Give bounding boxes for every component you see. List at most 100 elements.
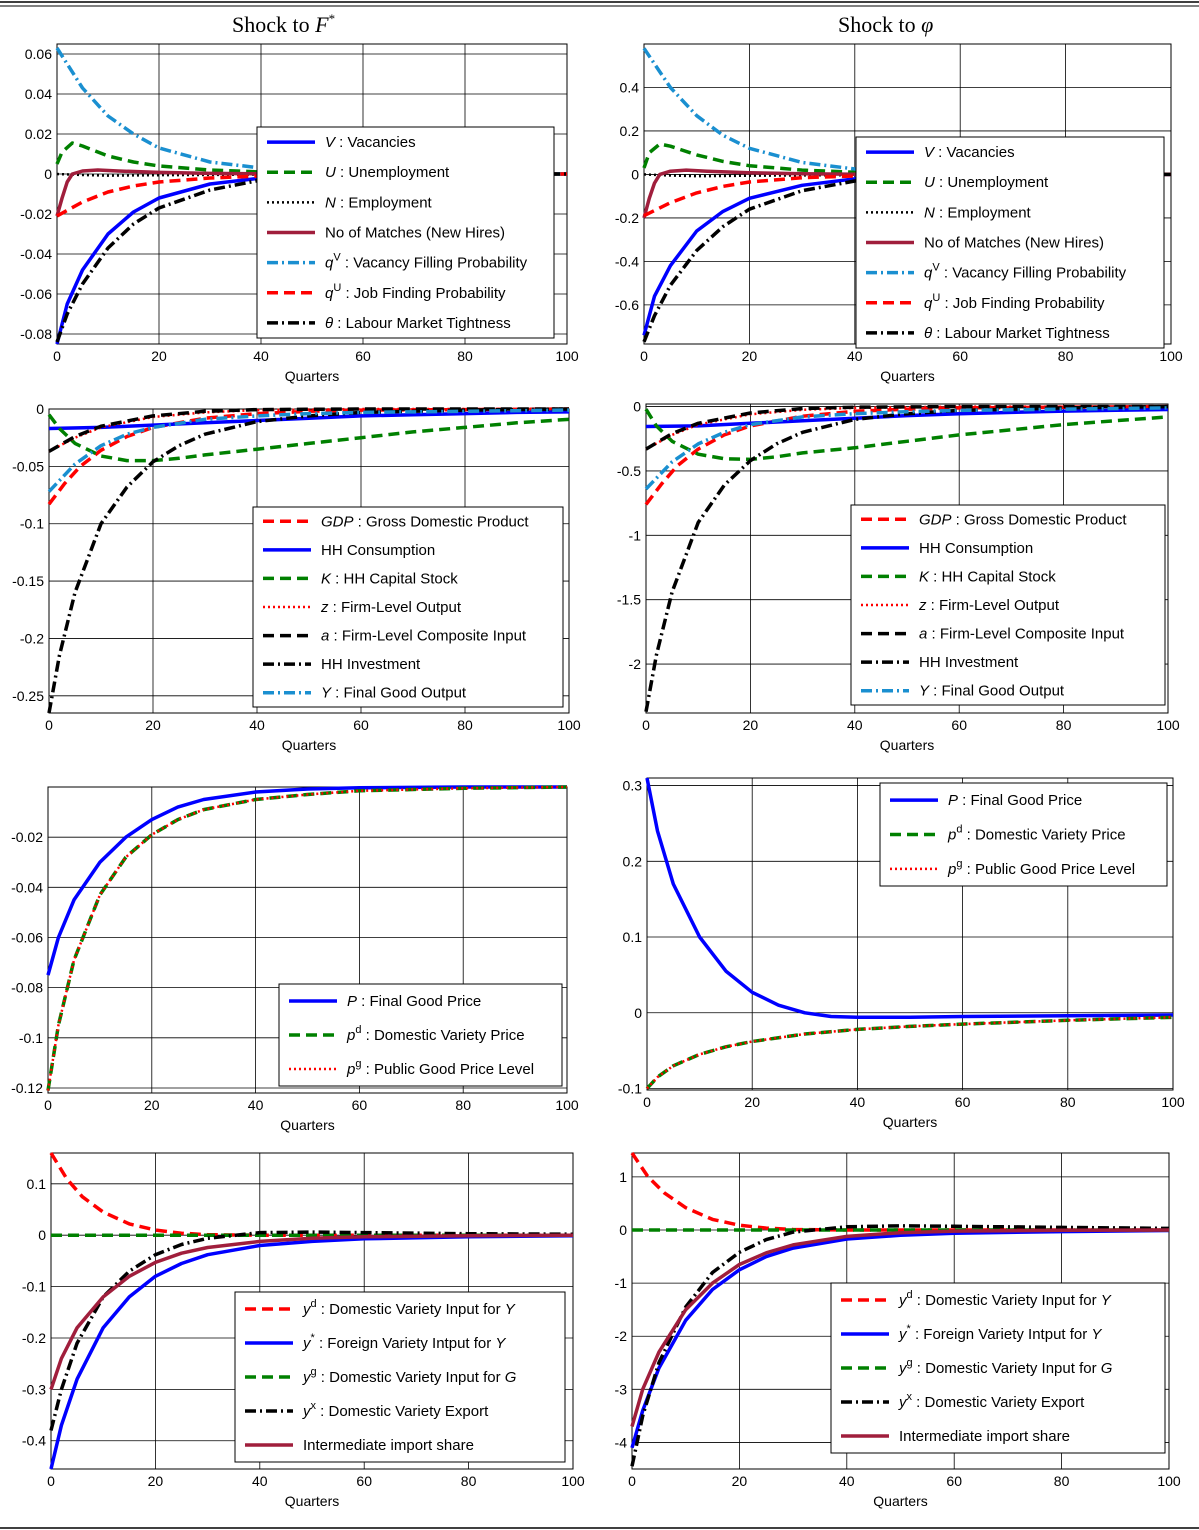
y-tick-label: 0	[619, 1222, 627, 1238]
legend: V : Vacancies U : Unemployment N : Employm…	[855, 136, 1165, 349]
x-tick-label: 100	[557, 717, 581, 733]
x-tick-label: 0	[44, 1097, 52, 1113]
y-tick-label: 0.2	[620, 123, 640, 139]
legend-entry: HH Investment	[919, 654, 1019, 671]
x-axis-label: Quarters	[880, 737, 934, 753]
legend: GDP : Gross Domestic Product HH Consumpti…	[252, 506, 564, 708]
y-tick-label: 0	[44, 166, 52, 182]
legend-entry: qV : Vacancy Filling Probability	[924, 262, 1127, 282]
y-tick-label: 0.2	[623, 853, 643, 869]
header-right-prefix: Shock to	[838, 12, 921, 37]
legend-entry: y* : Foreign Variety Intput for Y	[898, 1323, 1102, 1343]
x-tick-label: 0	[53, 348, 61, 364]
legend-entry: yg : Domestic Variety Input for G	[302, 1366, 517, 1386]
legend-entry: N : Employment	[924, 204, 1032, 221]
chart-panels: 0 20 40 60 80 1000.060.040.020-0.02-0.04-0.06…	[11, 43, 1185, 1509]
legend: P : Final Good Price pd : Domestic Variet…	[278, 983, 563, 1087]
y-tick-label: -0.04	[20, 246, 52, 262]
y-tick-label: -0.2	[22, 1330, 46, 1346]
legend-entry: P : Final Good Price	[948, 792, 1082, 809]
panel-p21: 0 20 40 60 80 100 0 -0.05 -0.1 -0.15 -0.2 -0.25 Quar…	[12, 401, 581, 753]
legend-entry: V : Vacancies	[924, 144, 1015, 161]
y-tick-label: -0.1	[20, 516, 44, 532]
series-line	[55, 141, 567, 176]
legend-entry: HH Consumption	[321, 542, 435, 559]
y-tick-label: -3	[615, 1381, 628, 1397]
x-tick-label: 40	[839, 1473, 855, 1489]
x-tick-label: 60	[952, 348, 968, 364]
x-tick-label: 40	[847, 717, 863, 733]
y-tick-label: -1	[629, 527, 642, 543]
legend-entry: U : Unemployment	[325, 164, 450, 181]
x-tick-label: 80	[457, 717, 473, 733]
legend-entry: yx : Domestic Variety Export	[302, 1400, 489, 1420]
legend-entry: z : Firm-Level Output	[918, 597, 1060, 614]
legend-entry: Y : Final Good Output	[919, 683, 1065, 700]
x-tick-label: 80	[1060, 1094, 1076, 1110]
x-tick-label: 0	[47, 1473, 55, 1489]
legend-entry: K : HH Capital Stock	[919, 568, 1056, 585]
series-line	[48, 410, 570, 431]
x-axis-label: Quarters	[282, 737, 336, 753]
y-tick-label: -0.2	[615, 210, 639, 226]
y-tick-label: -1	[615, 1275, 628, 1291]
y-tick-label: 0.4	[620, 79, 640, 95]
x-tick-label: 80	[1054, 1473, 1070, 1489]
x-tick-label: 20	[148, 1473, 164, 1489]
y-tick-label: -0.4	[22, 1433, 46, 1449]
series-line	[644, 404, 1169, 713]
x-tick-label: 100	[555, 1097, 579, 1113]
series-line	[630, 1224, 1170, 1467]
legend-entry: yg : Domestic Variety Input for G	[898, 1357, 1113, 1377]
series-line	[48, 407, 569, 453]
series-line	[49, 1230, 574, 1431]
legend: P : Final Good Price pd : Domestic Variet…	[879, 782, 1168, 887]
x-tick-label: 40	[249, 717, 265, 733]
y-tick-label: -0.4	[615, 253, 639, 269]
panel-p41: 0 20 40 60 80 100 0.1 0 -0.1 -0.2 -0.3 -0.4 Quarters…	[22, 1152, 585, 1509]
series-line	[644, 406, 1169, 491]
x-tick-label: 80	[461, 1473, 477, 1489]
legend: GDP : Gross Domestic Product HH Consumpti…	[850, 504, 1166, 706]
legend-entry: pd : Domestic Variety Price	[947, 824, 1126, 844]
legend-box	[850, 504, 1166, 706]
x-tick-label: 60	[356, 1473, 372, 1489]
y-tick-label: 0	[38, 1227, 46, 1243]
x-axis-label: Quarters	[883, 1114, 937, 1130]
x-axis-label: Quarters	[873, 1493, 927, 1509]
x-tick-label: 60	[353, 717, 369, 733]
legend-entry: GDP : Gross Domestic Product	[919, 511, 1127, 528]
y-tick-label: -2	[615, 1328, 628, 1344]
x-tick-label: 100	[555, 348, 579, 364]
x-tick-label: 40	[847, 348, 863, 364]
legend-box	[830, 1282, 1166, 1454]
series-line	[645, 404, 1168, 451]
x-tick-label: 100	[1157, 1473, 1181, 1489]
y-tick-label: -0.1	[22, 1279, 46, 1295]
x-tick-label: 100	[1159, 348, 1183, 364]
x-axis-label: Quarters	[280, 1117, 334, 1133]
x-tick-label: 80	[1056, 717, 1072, 733]
y-tick-label: -0.2	[20, 630, 44, 646]
y-tick-label: -0.3	[22, 1381, 46, 1397]
x-tick-label: 60	[352, 1097, 368, 1113]
x-tick-label: 80	[457, 348, 473, 364]
header-left-var: F	[314, 12, 329, 37]
legend-entry: Intermediate import share	[899, 1428, 1070, 1445]
legend-entry: a : Firm-Level Composite Input	[321, 628, 527, 645]
x-tick-label: 60	[955, 1094, 971, 1110]
legend-entry: θ : Labour Market Tightness	[924, 325, 1110, 342]
x-axis-label: Quarters	[285, 1493, 339, 1509]
y-tick-label: -4	[615, 1434, 628, 1450]
series-line	[47, 408, 570, 493]
series-line	[49, 1233, 574, 1390]
x-tick-label: 20	[144, 1097, 160, 1113]
x-tick-label: 40	[252, 1473, 268, 1489]
y-tick-label: -0.1	[19, 1030, 43, 1046]
y-tick-label: 0.02	[25, 126, 52, 142]
legend-entry: Intermediate import share	[303, 1437, 474, 1454]
y-tick-label: 0	[36, 401, 44, 417]
legend-entry: K : HH Capital Stock	[321, 570, 458, 587]
column-header-right: Shock to φ	[838, 12, 933, 37]
